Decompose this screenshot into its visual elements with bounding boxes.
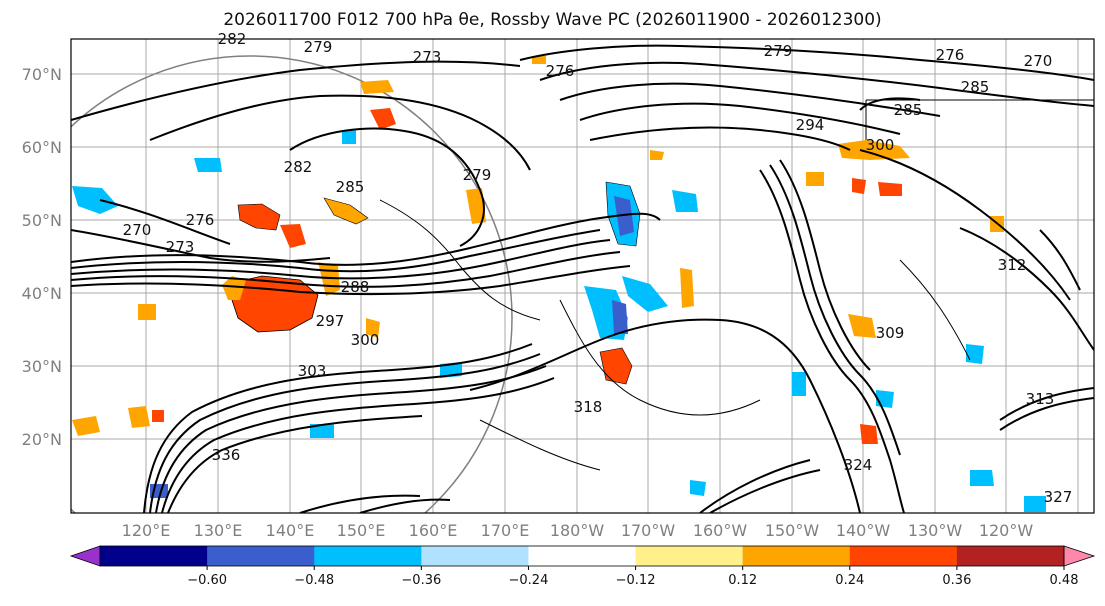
lat-tick-label: 20°N xyxy=(22,430,62,449)
contour-label: 318 xyxy=(574,398,603,416)
contour-label: 276 xyxy=(186,211,215,229)
contour-label: 285 xyxy=(336,178,365,196)
lat-tick-label: 40°N xyxy=(22,284,62,303)
contour-label: 282 xyxy=(218,30,247,48)
contour-label: 288 xyxy=(341,278,370,296)
colorbar-border xyxy=(99,545,1065,567)
contour-label: 300 xyxy=(866,136,895,154)
contour-label: 276 xyxy=(546,62,575,80)
lon-tick-label: 150°W xyxy=(765,521,820,540)
contour-label: 279 xyxy=(304,38,333,56)
colorbar-segment xyxy=(421,546,529,566)
lon-tick-label: 140°E xyxy=(266,521,315,540)
contour-label: 312 xyxy=(998,256,1027,274)
positive-anomalies xyxy=(72,56,1004,444)
plot-area xyxy=(71,39,1094,513)
lat-tick-label: 70°N xyxy=(22,65,62,84)
lon-tick-label: 130°E xyxy=(194,521,243,540)
lon-tick-label: 120°W xyxy=(979,521,1034,540)
contour-label: 303 xyxy=(298,362,327,380)
contour-label: 282 xyxy=(284,158,313,176)
contour-label: 270 xyxy=(123,221,152,239)
colorbar-segment xyxy=(100,546,208,566)
contour-label: 313 xyxy=(1026,390,1055,408)
colorbar-tick-label: 0.36 xyxy=(942,573,971,588)
colorbar-extend-min xyxy=(69,545,101,567)
lon-tick-label: 130°W xyxy=(908,521,963,540)
map-title: 2026011700 F012 700 hPa θe, Rossby Wave … xyxy=(223,10,882,30)
colorbar-segment xyxy=(207,546,315,566)
thin-contours xyxy=(379,99,1094,471)
contour-label: 327 xyxy=(1044,488,1073,506)
lon-tick-label: 160°E xyxy=(409,521,458,540)
range-circle xyxy=(71,55,513,513)
colorbar-tick-label: −0.36 xyxy=(401,573,441,588)
colorbar-segment xyxy=(314,546,422,566)
colorbar-tick-label: 0.12 xyxy=(728,573,757,588)
theta-e-contours xyxy=(71,44,1094,513)
contour-label: 297 xyxy=(316,312,345,330)
lon-tick-label: 120°E xyxy=(122,521,171,540)
colorbar-tick-label: −0.24 xyxy=(509,573,549,588)
colorbar-tick-label: −0.60 xyxy=(187,573,227,588)
contour-label: 336 xyxy=(212,446,241,464)
lon-tick-label: 160°W xyxy=(693,521,748,540)
contour-label: 309 xyxy=(876,324,905,342)
contour-label: 324 xyxy=(844,456,873,474)
colorbar-tick-label: −0.48 xyxy=(294,573,334,588)
colorbar-segment xyxy=(635,546,744,566)
colorbar-tick-label: 0.24 xyxy=(835,573,864,588)
lon-tick-label: 140°W xyxy=(836,521,891,540)
contour-label: 285 xyxy=(961,78,990,96)
colorbar-extend-max xyxy=(1063,545,1096,567)
contour-label: 270 xyxy=(1024,52,1053,70)
lon-tick-label: 180°W xyxy=(550,521,605,540)
colorbar-tick-label: 0.48 xyxy=(1050,573,1079,588)
colorbar-segment xyxy=(849,546,958,566)
contour-label: 300 xyxy=(351,331,380,349)
lat-tick-label: 50°N xyxy=(22,211,62,230)
contour-label: 273 xyxy=(166,238,195,256)
contour-label: 279 xyxy=(463,166,492,184)
contour-label: 276 xyxy=(936,46,965,64)
contour-label: 294 xyxy=(796,116,825,134)
contour-label: 285 xyxy=(894,101,923,119)
plot-border xyxy=(70,38,1095,514)
lon-tick-label: 150°E xyxy=(337,521,386,540)
colorbar-tick-label: −0.12 xyxy=(616,573,656,588)
colorbar xyxy=(69,545,1096,567)
lat-tick-label: 30°N xyxy=(22,357,62,376)
colorbar-segment xyxy=(528,546,637,566)
lat-tick-label: 60°N xyxy=(22,138,62,157)
colorbar-segment xyxy=(742,546,851,566)
lon-tick-label: 170°W xyxy=(621,521,676,540)
contour-label: 273 xyxy=(413,48,442,66)
lon-tick-label: 170°E xyxy=(481,521,530,540)
contour-label: 279 xyxy=(764,42,793,60)
colorbar-segment xyxy=(956,546,1065,566)
